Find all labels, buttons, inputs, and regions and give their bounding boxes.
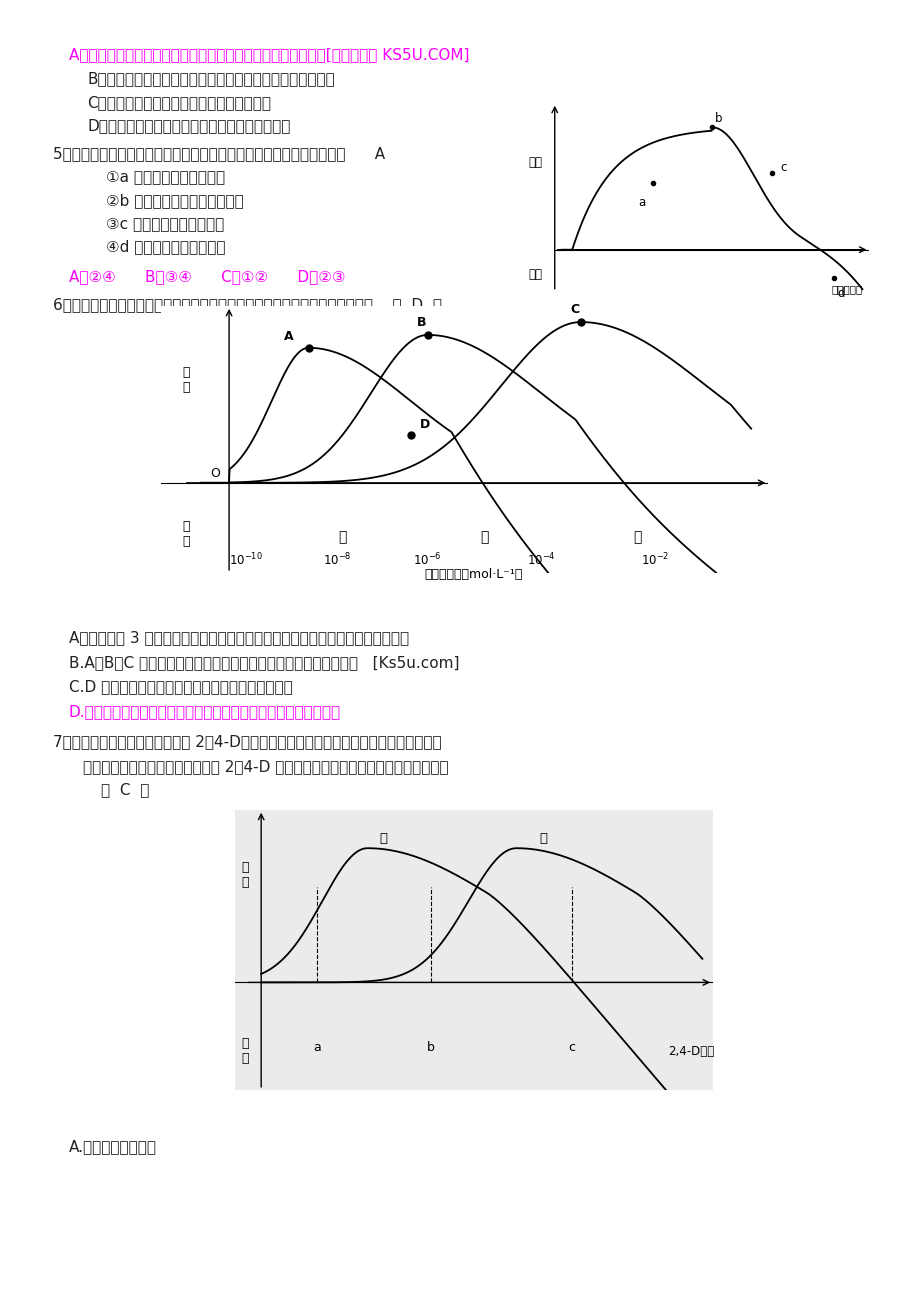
Text: 甲: 甲: [379, 832, 387, 845]
Text: $10^{-4}$: $10^{-4}$: [527, 552, 555, 569]
Text: B.A、B、C 点对应的浓度分别是促进根、芽、茎生长的最适宜浓度   [Ks5u.com]: B.A、B、C 点对应的浓度分别是促进根、芽、茎生长的最适宜浓度 [Ks5u.c…: [69, 655, 459, 671]
Text: A．②④      B．③④      C．①②      D．②③: A．②④ B．③④ C．①② D．②③: [69, 270, 346, 285]
Text: （  C  ）: （ C ）: [101, 783, 150, 798]
Text: D．该实验证明了生长素在植物体内进行极性运输: D．该实验证明了生长素在植物体内进行极性运输: [87, 118, 290, 134]
Text: $10^{-6}$: $10^{-6}$: [413, 552, 442, 569]
Text: 7．农业生产中，常用一定浓度的 2，4-D（生长素类似物）作为除草剂，除去单子叶农作物: 7．农业生产中，常用一定浓度的 2，4-D（生长素类似物）作为除草剂，除去单子叶…: [53, 734, 441, 750]
Text: b: b: [715, 112, 722, 125]
Text: 抑
制: 抑 制: [183, 521, 190, 548]
Text: 田间的双子叶植物杂草。下图表示 2，4-D 浓度对两类植物生长的影响，据图分析可知: 田间的双子叶植物杂草。下图表示 2，4-D 浓度对两类植物生长的影响，据图分析可…: [83, 759, 448, 775]
Text: C．对照组是没有尖端的胚芽鞘，结果不生长: C．对照组是没有尖端的胚芽鞘，结果不生长: [87, 95, 271, 111]
Text: 抑
制: 抑 制: [241, 1038, 249, 1065]
Text: D.幼嫩细胞对生长素的反应敏感，成熟细胞对生长素的反应不敏感: D.幼嫩细胞对生长素的反应敏感，成熟细胞对生长素的反应不敏感: [69, 704, 341, 720]
Text: 5．右图为生长素浓度对芽生长发育的影响示意图，下列叙述中正确的是      A: 5．右图为生长素浓度对芽生长发育的影响示意图，下列叙述中正确的是 A: [53, 146, 385, 161]
Text: c: c: [568, 1042, 575, 1055]
Text: 促
进: 促 进: [183, 366, 190, 395]
Text: $10^{-2}$: $10^{-2}$: [640, 552, 668, 569]
Text: D: D: [419, 418, 429, 431]
Text: A．该实验在黑暗中进行，可排除受光不均匀对实验结果的影响[高考资源网 KS5U.COM]: A．该实验在黑暗中进行，可排除受光不均匀对实验结果的影响[高考资源网 KS5U.…: [69, 47, 469, 62]
Text: 生长素浓度（mol·L⁻¹）: 生长素浓度（mol·L⁻¹）: [424, 568, 522, 581]
Text: A: A: [284, 329, 293, 342]
Text: B: B: [417, 316, 426, 329]
Text: 生长素浓度: 生长素浓度: [830, 285, 861, 294]
Text: 乙: 乙: [539, 832, 546, 845]
Text: ①a 点是促进芽生长的浓度: ①a 点是促进芽生长的浓度: [106, 169, 224, 185]
Text: $10^{-8}$: $10^{-8}$: [323, 552, 351, 569]
Text: C.D 点对应的浓度促进芽、茎的生长，抑制根的生长: C.D 点对应的浓度促进芽、茎的生长，抑制根的生长: [69, 680, 292, 695]
Text: O: O: [210, 467, 220, 480]
Text: ③c 点是抑制芽生长的浓度: ③c 点是抑制芽生长的浓度: [106, 216, 224, 232]
Text: 2,4-D浓度: 2,4-D浓度: [668, 1046, 714, 1059]
Text: 茎: 茎: [633, 530, 641, 544]
Text: A．生长素对 3 种器官的作用都具有两重性，即低浓度促进生长、高浓度抑制生长: A．生长素对 3 种器官的作用都具有两重性，即低浓度促进生长、高浓度抑制生长: [69, 630, 409, 646]
Text: ②b 点是促进芽生长的最适浓度: ②b 点是促进芽生长的最适浓度: [106, 193, 244, 208]
Text: B．该实验证明尖端确实能产生某种物质，该物质是吲哚乙酸: B．该实验证明尖端确实能产生某种物质，该物质是吲哚乙酸: [87, 72, 335, 87]
Text: A.甲表示单子叶植物: A.甲表示单子叶植物: [69, 1139, 157, 1155]
Text: a: a: [638, 197, 645, 210]
Text: d: d: [837, 286, 845, 299]
Text: 促进: 促进: [528, 156, 542, 169]
Text: C: C: [570, 303, 579, 316]
Text: $10^{-10}$: $10^{-10}$: [229, 552, 263, 569]
Text: 6．下图表示生长素浓度对植物根、芽和茎生长的影响，此图没有提供的信息是    （  D  ）: 6．下图表示生长素浓度对植物根、芽和茎生长的影响，此图没有提供的信息是 （ D …: [53, 297, 442, 312]
Text: 根: 根: [338, 530, 346, 544]
Text: 促
进: 促 进: [241, 861, 249, 889]
Text: 芽: 芽: [480, 530, 488, 544]
Text: 抑制: 抑制: [528, 268, 542, 281]
Text: a: a: [312, 1042, 321, 1055]
Text: b: b: [426, 1042, 435, 1055]
Text: c: c: [779, 161, 786, 174]
Text: ④d 点是抑制芽生长的浓度: ④d 点是抑制芽生长的浓度: [106, 240, 225, 255]
